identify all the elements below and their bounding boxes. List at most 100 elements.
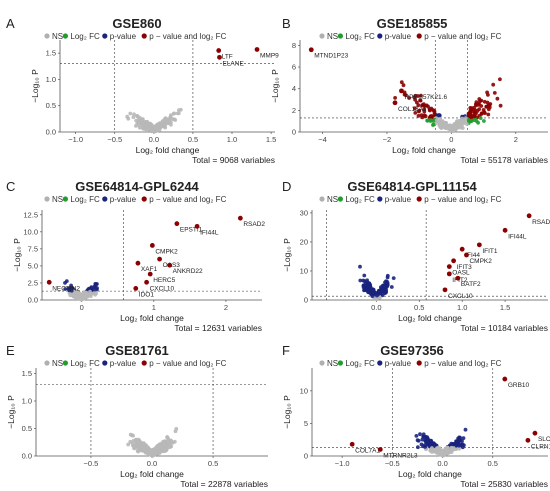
data-point xyxy=(168,444,173,449)
legend-label: Log₂ FC xyxy=(345,195,375,204)
data-point xyxy=(457,118,462,123)
legend-swatch xyxy=(62,360,68,366)
data-point xyxy=(484,104,489,109)
volcano-panel-c: C GSE64814-GPL6244 NS Log₂ FC p-value p − val… xyxy=(6,179,265,333)
x-axis-label: Log₂ fold change xyxy=(136,145,200,155)
gene-point xyxy=(476,242,482,248)
x-tick-label: 0.5 xyxy=(414,303,424,312)
data-point xyxy=(174,427,179,431)
data-point xyxy=(435,118,439,122)
data-point xyxy=(413,111,418,115)
data-point xyxy=(482,119,486,123)
data-point xyxy=(422,107,427,111)
data-point xyxy=(425,439,430,444)
y-axis-label: −Log₁₀ P xyxy=(12,238,22,272)
legend-label: p-value xyxy=(385,32,412,41)
volcano-panel-a: A GSE860 NS Log₂ FC p-value p − value and log… xyxy=(6,16,279,165)
data-point xyxy=(479,104,484,108)
gene-point xyxy=(464,252,469,258)
gene-label: COL7A1 xyxy=(355,447,380,454)
total-caption: Total = 55178 variables xyxy=(460,155,548,165)
gene-label: HERC5 xyxy=(153,277,175,284)
total-caption: Total = 10184 variables xyxy=(460,323,548,333)
y-tick-label: 2 xyxy=(292,106,296,115)
y-axis-label: −Log₁₀ P xyxy=(282,238,292,272)
gene-label: CXCL10 xyxy=(150,285,175,292)
gene-point xyxy=(217,54,222,60)
gene-point xyxy=(442,287,448,293)
y-tick-label: 5 xyxy=(304,419,308,428)
gene-point xyxy=(446,271,452,277)
data-point xyxy=(176,111,181,116)
legend-swatch xyxy=(377,196,383,202)
data-point xyxy=(88,289,92,294)
gene-point xyxy=(237,215,243,221)
data-point xyxy=(135,448,140,453)
y-tick-label: 5.0 xyxy=(28,261,38,270)
legend-swatch xyxy=(416,33,422,39)
data-point xyxy=(498,77,502,82)
gene-label: CMPK2 xyxy=(469,258,492,265)
data-point xyxy=(372,291,376,295)
data-point xyxy=(162,118,167,122)
data-point xyxy=(401,83,406,88)
data-point xyxy=(420,115,425,120)
legend-label: NS xyxy=(52,359,63,368)
volcano-panel-f: F GSE97356 NS Log₂ FC p-value p − value and l… xyxy=(282,343,550,489)
data-point xyxy=(427,107,432,112)
x-axis-label: Log₂ fold change xyxy=(120,313,184,323)
legend-swatch xyxy=(44,360,50,366)
data-point xyxy=(418,98,423,103)
gene-label: ANKRD22 xyxy=(173,268,203,275)
gene-label: RP5-857K21.6 xyxy=(404,94,447,101)
data-point xyxy=(150,128,155,133)
data-point xyxy=(165,435,170,440)
data-point xyxy=(128,439,133,444)
y-tick-label: 2.5 xyxy=(28,278,38,287)
y-tick-label: 0 xyxy=(292,128,296,137)
data-point xyxy=(414,434,419,438)
volcano-panel-d: D GSE64814-GPL11154 NS Log₂ FC p-value p − va… xyxy=(282,179,550,333)
data-point xyxy=(137,443,142,448)
data-point xyxy=(375,293,379,298)
legend-label: NS xyxy=(327,359,338,368)
x-tick-label: 0.5 xyxy=(208,459,218,468)
data-point xyxy=(84,290,89,295)
data-point xyxy=(454,126,459,131)
data-point xyxy=(478,116,483,120)
y-tick-label: 1.0 xyxy=(22,397,32,406)
data-point xyxy=(71,294,76,299)
data-point xyxy=(416,445,420,450)
data-point xyxy=(154,448,158,453)
data-point xyxy=(461,118,466,123)
data-point xyxy=(126,116,131,121)
y-tick-label: 0 xyxy=(304,452,308,461)
data-point xyxy=(468,106,473,110)
y-axis-label: −Log₁₀ P xyxy=(30,69,40,103)
data-point xyxy=(438,116,443,121)
gene-point xyxy=(167,262,173,268)
x-tick-label: 1.0 xyxy=(227,135,237,144)
volcano-panel-e: E GSE81761 NS Log₂ FC p-value p − value and l… xyxy=(6,343,268,489)
gene-label: CXCL10 xyxy=(448,293,473,300)
x-tick-label: 1.5 xyxy=(266,135,276,144)
gene-point xyxy=(194,223,200,229)
panel-title: GSE860 xyxy=(112,16,161,31)
data-point xyxy=(429,439,434,443)
data-point xyxy=(178,107,183,112)
data-point xyxy=(448,127,453,132)
data-point xyxy=(170,117,175,121)
data-point xyxy=(95,287,99,292)
data-point xyxy=(445,125,449,129)
legend-label: p-value xyxy=(110,359,137,368)
data-point xyxy=(382,287,386,292)
panel-title: GSE185855 xyxy=(377,16,448,31)
gene-point xyxy=(254,47,260,52)
y-tick-label: 0.0 xyxy=(22,452,32,461)
x-tick-label: 2 xyxy=(224,303,228,312)
legend-swatch xyxy=(319,360,325,366)
data-point xyxy=(416,114,421,118)
gene-label: IFIT1 xyxy=(482,248,498,255)
legend-label: Log₂ FC xyxy=(70,195,100,204)
